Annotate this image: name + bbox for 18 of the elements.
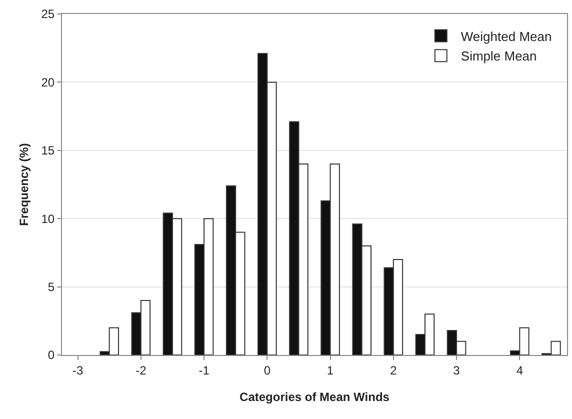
y-axis-title: Frequency (%) bbox=[17, 143, 31, 226]
y-tick-label: 0 bbox=[48, 348, 55, 362]
y-tick-label: 10 bbox=[41, 212, 55, 226]
x-tick-label: 0 bbox=[264, 363, 271, 378]
x-tick-label: -1 bbox=[198, 363, 210, 378]
legend-label: Simple Mean bbox=[460, 48, 537, 64]
x-tick-label: 2 bbox=[390, 363, 398, 378]
x-axis-title: Categories of Mean Winds bbox=[240, 390, 390, 404]
x-tick-label: -3 bbox=[72, 363, 84, 378]
y-tick-label: 15 bbox=[41, 144, 55, 158]
y-tick-label: 25 bbox=[41, 7, 55, 22]
x-tick-label: 4 bbox=[516, 363, 524, 378]
x-tick-label: -2 bbox=[136, 363, 147, 378]
x-tick-label: 1 bbox=[326, 363, 334, 378]
y-tick-label: 20 bbox=[41, 75, 55, 90]
y-tick-label: 5 bbox=[48, 280, 55, 294]
x-tick-label: 3 bbox=[453, 363, 460, 378]
legend-label: Weighted Mean bbox=[460, 28, 552, 44]
